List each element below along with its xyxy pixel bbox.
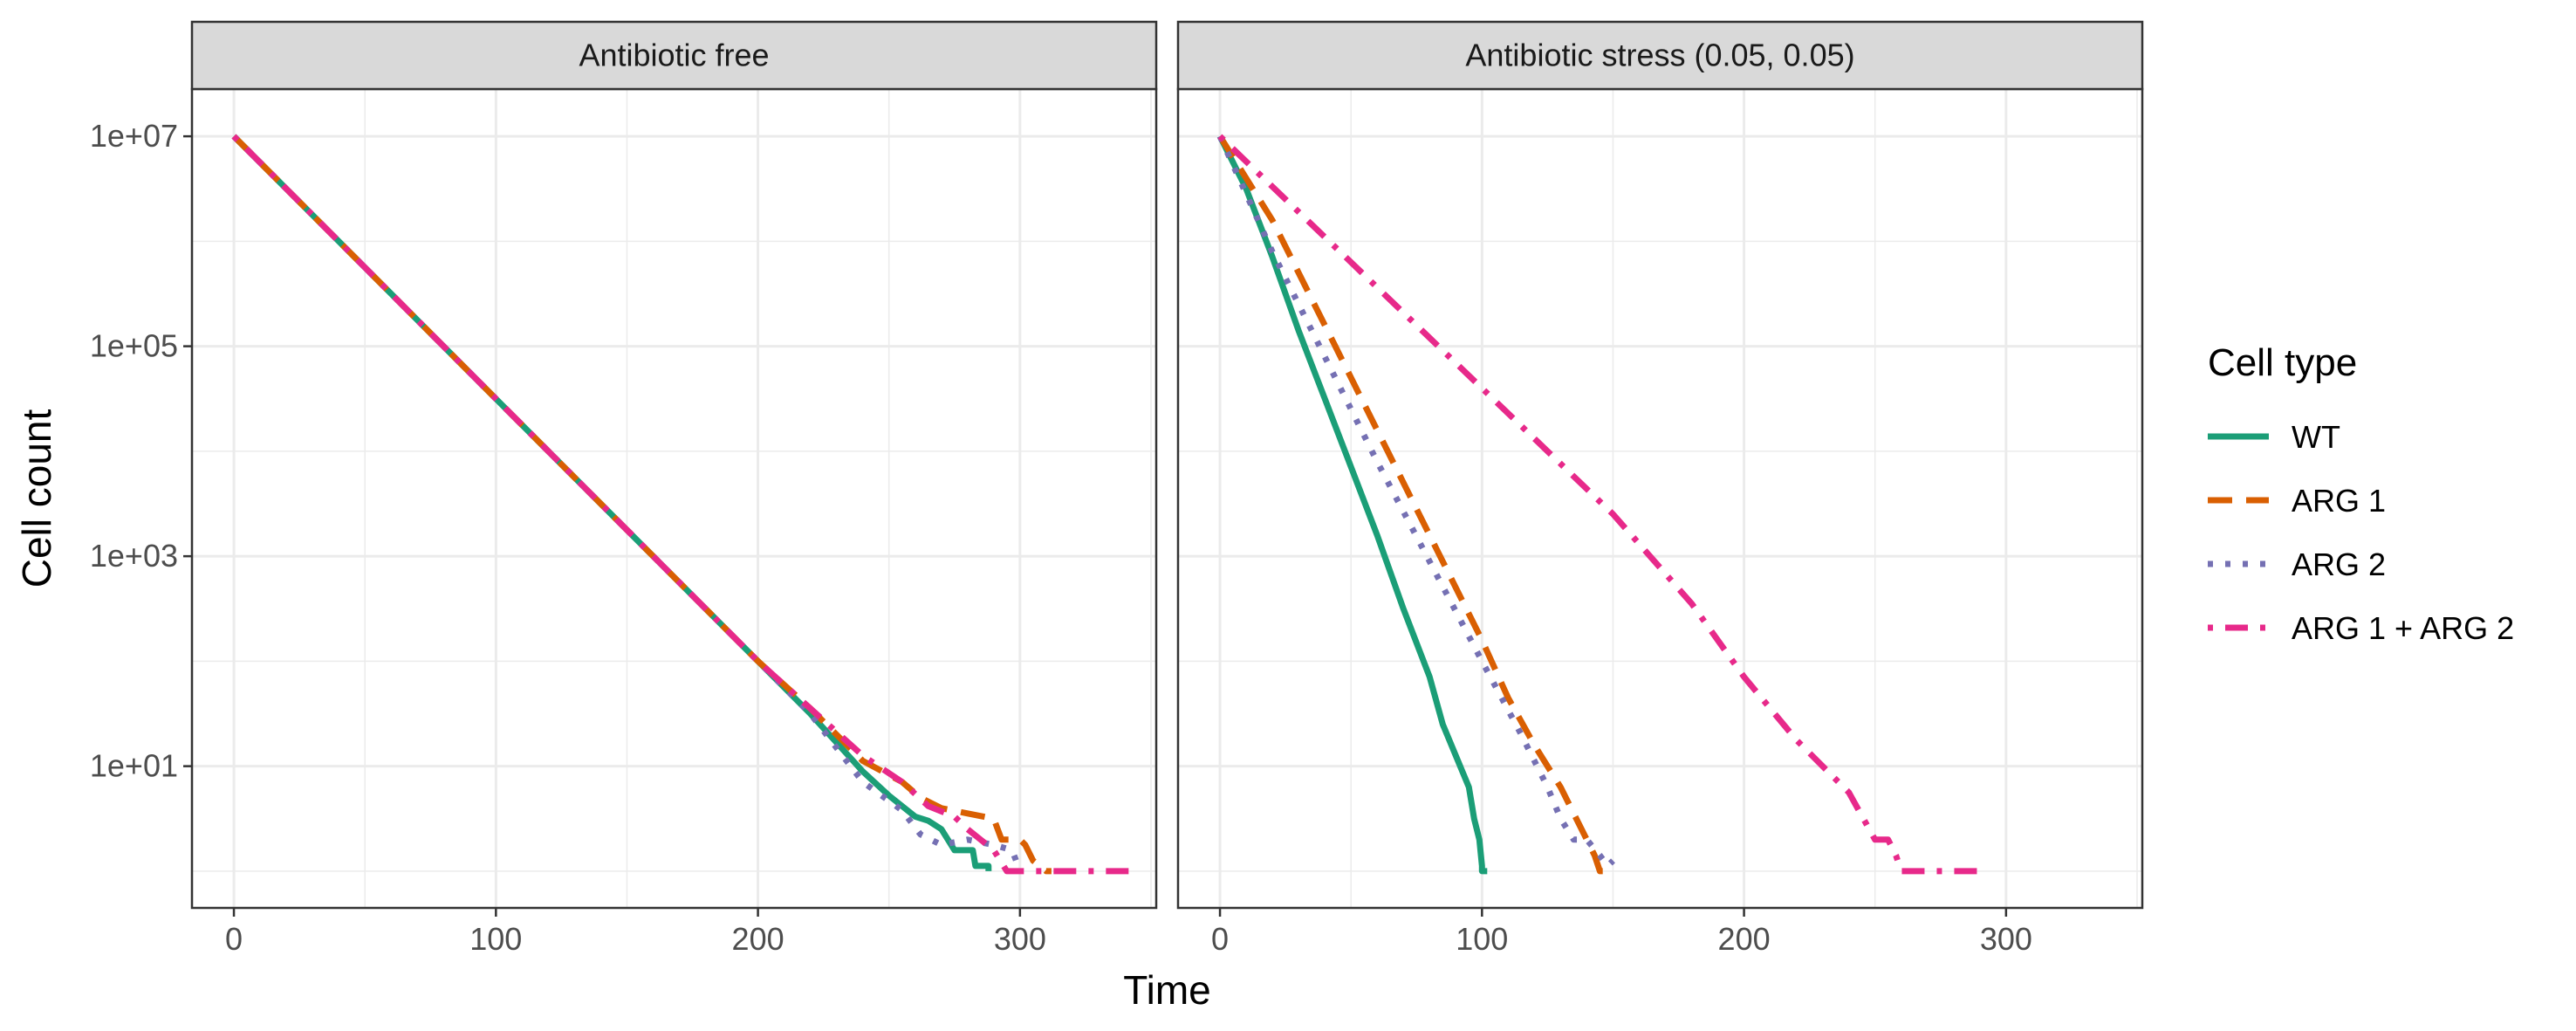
facet-strip: [190, 20, 1158, 91]
legend-entry-label: ARG 1 + ARG 2: [2292, 610, 2514, 646]
panel-background: [192, 89, 1156, 908]
x-tick-label: 0: [225, 921, 243, 957]
x-tick-label: 300: [994, 921, 1046, 957]
x-axis-title: Time: [1123, 967, 1211, 1013]
x-tick-label: 0: [1211, 921, 1229, 957]
series-line-arg-1: [1217, 134, 1613, 875]
x-tick-label: 300: [1980, 921, 2032, 957]
y-axis-title: Cell count: [14, 409, 59, 588]
series-line-wt: [1216, 134, 1488, 875]
y-tick-label: 1e+01: [90, 748, 178, 784]
series-line-arg-1-arg-2: [1217, 134, 1980, 875]
series-line-arg-1: [231, 134, 1052, 875]
x-tick-label: 100: [469, 921, 522, 957]
x-tick-label: 200: [1718, 921, 1771, 957]
x-tick-label: 100: [1456, 921, 1508, 957]
legend-entry-label: ARG 2: [2292, 546, 2386, 582]
series-line-arg-2: [1216, 134, 1615, 869]
y-tick-label: 1e+07: [90, 118, 178, 154]
series-line-arg-1-arg-2: [231, 134, 1133, 875]
x-tick-label: 200: [732, 921, 784, 957]
facet-strip-title: Antibiotic free: [579, 38, 769, 73]
legend-title: Cell type: [2208, 341, 2357, 384]
legend-entry-label: WT: [2292, 419, 2340, 455]
legend-entry-label: ARG 1: [2292, 483, 2386, 519]
y-tick-label: 1e+03: [90, 538, 178, 574]
facet-strip: [1176, 20, 2144, 91]
facet-strip-title: Antibiotic stress (0.05, 0.05): [1465, 38, 1854, 73]
y-tick-label: 1e+05: [90, 328, 178, 364]
panel-background: [1178, 89, 2142, 908]
